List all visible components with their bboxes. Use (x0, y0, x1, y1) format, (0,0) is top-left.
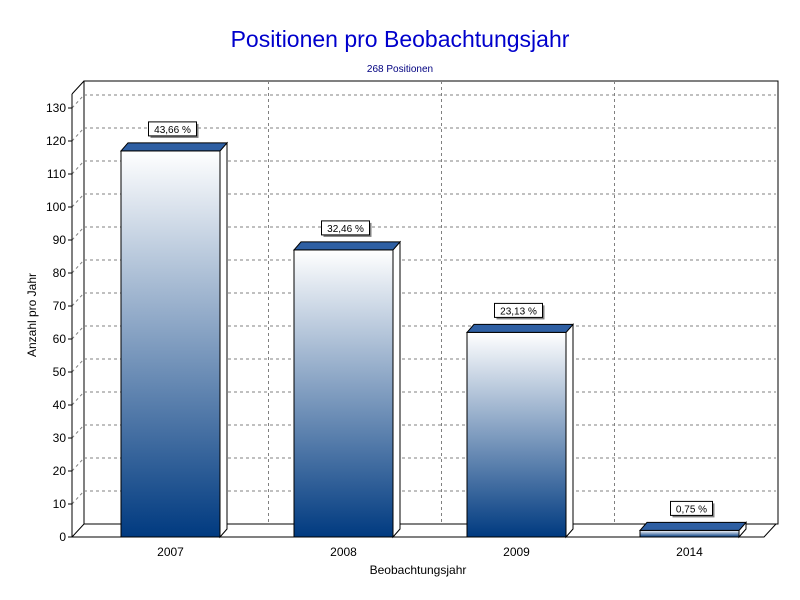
grid-line-depth (71, 259, 85, 274)
chart-subtitle: 268 Positionen (367, 64, 433, 75)
grid-line-depth (71, 457, 85, 472)
bar (119, 141, 229, 539)
bar-top (638, 521, 748, 531)
grid-line-depth (71, 160, 85, 175)
y-tick-label: 110 (47, 167, 66, 181)
x-tick-label: 2008 (330, 545, 357, 559)
bar (638, 521, 748, 539)
y-tick-label: 100 (46, 200, 66, 214)
data-label-box (148, 121, 197, 137)
x-tick-label: 2009 (503, 545, 530, 559)
data-label: 32,46 % (321, 220, 372, 237)
data-label-text: 43,66 % (154, 125, 191, 136)
x-tick-label: 2007 (157, 545, 184, 559)
bar-front (466, 331, 567, 538)
grid-line-depth (71, 325, 85, 340)
bar-side (219, 141, 228, 539)
y-axis-depth-line (71, 80, 85, 95)
bar-top (119, 142, 229, 152)
data-label: 0,75 % (670, 500, 715, 518)
data-label-box (494, 302, 543, 318)
grid-line-depth (71, 490, 85, 505)
bar (292, 240, 402, 539)
y-tick-label: 10 (53, 497, 67, 511)
bar-top (292, 241, 402, 251)
data-label-box (670, 500, 713, 516)
data-label: 43,66 % (148, 121, 199, 138)
grid-line-depth (71, 127, 85, 142)
bar-front (120, 150, 221, 538)
data-label-text: 23,13 % (500, 306, 537, 317)
y-tick-label: 30 (53, 431, 67, 445)
y-tick-label: 60 (53, 332, 67, 346)
bar (465, 323, 575, 539)
x-axis-label: Beobachtungsjahr (370, 563, 467, 577)
bar-side (392, 240, 401, 539)
bar-side (565, 323, 574, 539)
bars (119, 141, 748, 539)
grid-line-depth (71, 292, 85, 307)
grid-line-depth (71, 193, 85, 208)
bar-top (465, 323, 575, 333)
y-tick-label: 80 (53, 266, 67, 280)
data-label: 23,13 % (494, 302, 545, 320)
y-tick-label: 70 (53, 299, 67, 313)
data-label-text: 32,46 % (327, 224, 364, 235)
y-tick-label: 40 (53, 398, 67, 412)
y-axis-label: Anzahl pro Jahr (25, 273, 39, 357)
chart-title: Positionen pro Beobachtungsjahr (231, 26, 570, 52)
y-tick-label: 120 (46, 134, 66, 148)
grid-line-depth (71, 358, 85, 373)
bar-front (639, 529, 740, 538)
y-tick-label: 90 (53, 233, 67, 247)
y-tick-label: 130 (46, 101, 66, 115)
grid-line-depth (71, 424, 85, 439)
data-label-box (321, 220, 370, 236)
x-tick-label: 2014 (676, 545, 703, 559)
data-labels: 43,66 % 32,46 % 23,13 % 0,75 % (148, 121, 715, 518)
grid-line-depth (71, 94, 85, 109)
data-label-text: 0,75 % (676, 504, 707, 515)
bar-front (293, 249, 394, 538)
grid-line-depth (71, 226, 85, 241)
y-tick-label: 0 (59, 530, 66, 544)
y-tick-label: 50 (53, 365, 67, 379)
grid-line-depth (71, 391, 85, 406)
y-tick-label: 20 (53, 464, 67, 478)
